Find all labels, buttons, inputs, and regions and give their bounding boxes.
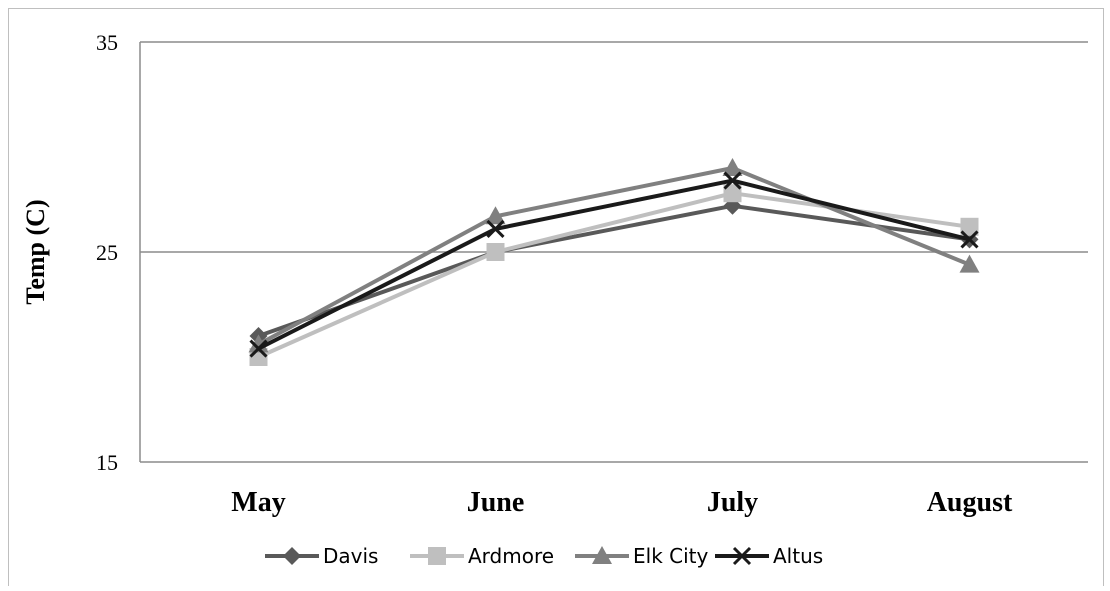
legend-label-davis: Davis	[323, 544, 378, 568]
series-altus	[249, 171, 979, 358]
x-category-label-june: June	[467, 487, 525, 518]
y-tick-label-15: 15	[96, 450, 118, 475]
gridlines	[139, 41, 1088, 463]
legend-label-ardmore: Ardmore	[468, 544, 554, 568]
series-elk-city	[248, 158, 980, 353]
data-point-elk-city-june	[485, 206, 506, 225]
series-line-altus	[257, 178, 970, 351]
series-line-davis	[257, 203, 970, 338]
data-point-altus-june	[486, 219, 505, 238]
data-point-altus-may	[249, 339, 268, 358]
series-ardmore	[249, 184, 979, 366]
x-category-label-august: August	[927, 487, 1013, 518]
data-point-elk-city-august	[959, 254, 980, 273]
legend-label-elk-city: Elk City	[633, 544, 708, 568]
series-davis	[249, 196, 979, 345]
data-point-altus-july	[723, 171, 742, 190]
data-point-ardmore-june	[486, 243, 505, 261]
x-category-label-july: July	[707, 487, 758, 518]
legend-item-elk-city: Elk City	[575, 544, 708, 568]
y-axis-label: Temp (C)	[21, 199, 50, 304]
series-lines	[248, 158, 980, 366]
chart-frame	[8, 8, 1104, 586]
legend-marker-elk-city	[592, 546, 612, 564]
legend-item-davis: Davis	[265, 544, 378, 568]
y-tick-label-25: 25	[96, 240, 118, 265]
legend-marker-altus	[732, 546, 752, 566]
y-tick-label-35: 35	[96, 30, 118, 55]
data-point-altus-august	[960, 230, 979, 249]
x-category-label-may: May	[231, 487, 285, 518]
series-line-ardmore	[257, 191, 970, 359]
legend-label-altus: Altus	[773, 544, 823, 568]
legend: Davis Ardmore Elk City Altus	[265, 544, 823, 568]
legend-item-altus: Altus	[715, 544, 823, 568]
y-tick-labels: 15 25 35	[96, 30, 118, 475]
data-point-ardmore-july	[723, 184, 742, 203]
series-line-elk-city	[257, 166, 971, 347]
legend-marker-ardmore	[428, 547, 446, 565]
data-point-ardmore-august	[960, 217, 979, 236]
x-category-labels: May June July August	[231, 487, 1013, 518]
legend-marker-davis	[283, 547, 301, 565]
data-point-elk-city-july	[722, 158, 743, 176]
legend-item-ardmore: Ardmore	[410, 544, 554, 568]
